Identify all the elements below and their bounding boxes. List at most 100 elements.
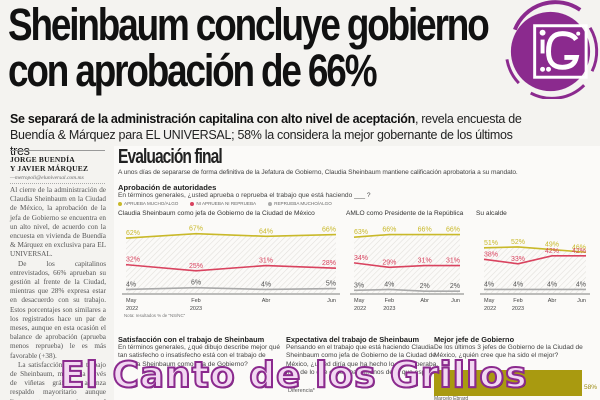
deck-bold: Se separará de la administración capital… [10, 112, 415, 126]
deck-rest: , revela encuesta de Buendía & Márquez p… [10, 112, 522, 158]
svg-text:Feb: Feb [385, 298, 394, 304]
svg-text:66%: 66% [418, 227, 432, 234]
chart-sheinbaum: Claudia Sheinbaum como jefa de Gobierno … [118, 210, 346, 313]
line-chart: 63% 66% 66% 66% 34% 29% 31% 31% 3% 4% 2% 2% May 2022 F… [350, 227, 464, 312]
graphic-subtitle: A unos días de separarse de forma defini… [118, 169, 518, 176]
legend-dot-icon [268, 201, 273, 206]
block-question: Pensando en el trabajo que está haciendo… [286, 344, 446, 377]
svg-text:2022: 2022 [354, 306, 366, 312]
legend-item: REPRUEBA MUCHO/ALGO [268, 201, 332, 206]
svg-text:42%: 42% [545, 248, 559, 255]
legend-label: NI APRUEBA NI REPRUEBA [196, 201, 257, 206]
svg-text:29%: 29% [382, 259, 396, 266]
expectation-block: Expectativa del trabajo de Sheinbaum Pen… [286, 335, 451, 378]
headline-line-2: con aprobación de 66% [8, 45, 378, 96]
best-mayor-value: 58% [584, 384, 598, 391]
svg-text:67%: 67% [189, 226, 203, 233]
svg-text:2%: 2% [450, 283, 460, 290]
svg-text:4%: 4% [261, 281, 271, 288]
svg-text:28%: 28% [322, 260, 336, 267]
legend-label: APRUEBA MUCHO/ALGO [124, 201, 179, 206]
byline-author-1: JORGE BUENDÍA [10, 155, 75, 164]
byline-divider [10, 150, 105, 151]
svg-text:Jun: Jun [451, 298, 460, 304]
body-paragraph: La satisfacción con el trabajo de Sheinb… [10, 360, 106, 400]
svg-text:4%: 4% [576, 281, 586, 288]
watermark: El Canto de los Grillos [59, 354, 528, 397]
svg-text:64%: 64% [259, 228, 273, 235]
chart-title: AMLO como Presidente de la República [346, 210, 464, 217]
byline-email: —metropoli@eluniversal.com.mx [10, 175, 84, 181]
body-paragraph: De los capitalinos entrevistados, 66% ap… [10, 259, 106, 360]
svg-text:46%: 46% [572, 244, 586, 251]
legend-dot-icon [190, 201, 195, 206]
svg-text:May: May [484, 298, 495, 304]
svg-text:66%: 66% [446, 227, 460, 234]
line-chart: 51% 52% 49% 46% 38% 33% 42% 42% 4% 4% 4% 4% May 2022 F… [480, 239, 590, 312]
svg-text:3%: 3% [354, 282, 364, 289]
svg-text:51%: 51% [484, 240, 498, 247]
svg-text:2022: 2022 [126, 306, 138, 312]
section-title: Aprobación de autoridades [118, 183, 217, 192]
svg-text:Abr: Abr [548, 298, 557, 304]
best-mayor-name: Marcelo Ebrard [434, 396, 469, 400]
best-mayor-block: Mejor jefe de Gobierno De los últimos 3 … [434, 335, 599, 361]
headline-line-1: Sheinbaum concluye gobierno [8, 0, 490, 50]
svg-text:62%: 62% [126, 230, 140, 237]
svg-text:2%: 2% [420, 283, 430, 290]
svg-text:2022: 2022 [484, 306, 496, 312]
svg-text:4%: 4% [547, 281, 557, 288]
source-note: Nota: resultados % de "NS/NC" [124, 313, 186, 318]
svg-text:63%: 63% [354, 229, 368, 236]
svg-text:5%: 5% [326, 281, 336, 288]
svg-text:4%: 4% [513, 281, 523, 288]
byline: JORGE BUENDÍA Y JAVIER MÁRQUEZ [10, 155, 110, 173]
svg-text:Feb: Feb [513, 298, 522, 304]
svg-text:49%: 49% [545, 242, 559, 249]
svg-text:May: May [354, 298, 365, 304]
chart-amlo: AMLO como Presidente de la República 63%… [346, 210, 470, 313]
satisfaction-block: Satisfacción con el trabajo de Sheinbaum… [118, 335, 283, 369]
headline: Sheinbaum concluye gobierno con aprobaci… [8, 0, 490, 96]
svg-text:May: May [126, 298, 137, 304]
svg-text:66%: 66% [322, 227, 336, 234]
svg-text:66%: 66% [382, 227, 396, 234]
chart-alcalde: Su alcalde 51% 52% 49% 46% 38% 33% 42% 42% 4% 4% 4… [476, 210, 596, 313]
grillos-logo-icon [505, 0, 599, 99]
svg-text:4%: 4% [126, 281, 136, 288]
svg-text:Jun: Jun [327, 298, 336, 304]
difference-label: Diferencia* [288, 388, 315, 394]
graphic-title: Evaluación final [118, 146, 223, 168]
block-title: Satisfacción con el trabajo de Sheinbaum [118, 335, 265, 344]
svg-text:31%: 31% [259, 258, 273, 265]
block-title: Mejor jefe de Gobierno [434, 335, 515, 344]
legend-label: REPRUEBA MUCHO/ALGO [274, 201, 332, 206]
svg-text:Feb: Feb [191, 298, 200, 304]
chart-legend: APRUEBA MUCHO/ALGO NI APRUEBA NI REPRUEB… [118, 201, 332, 206]
svg-text:25%: 25% [189, 263, 203, 270]
block-question: En términos generales, ¿qué dibujo descr… [118, 344, 281, 368]
article-body: Al cierre de la administración de Claudi… [10, 186, 106, 400]
deck: Se separará de la administración capital… [10, 111, 530, 159]
svg-text:2023: 2023 [190, 306, 202, 312]
svg-text:2023: 2023 [512, 306, 524, 312]
svg-text:Abr: Abr [262, 298, 271, 304]
svg-text:42%: 42% [572, 248, 586, 255]
svg-text:4%: 4% [484, 281, 494, 288]
legend-item: APRUEBA MUCHO/ALGO [118, 201, 178, 206]
line-chart: 62% 67% 64% 66% 32% 25% 31% 28% 4% 6% 4% 5% May 2022 F… [122, 226, 340, 312]
svg-text:38%: 38% [484, 251, 498, 258]
email-divider [10, 183, 105, 184]
svg-text:34%: 34% [354, 255, 368, 262]
svg-text:31%: 31% [446, 258, 460, 265]
svg-text:6%: 6% [191, 280, 201, 287]
svg-text:4%: 4% [384, 281, 394, 288]
svg-text:33%: 33% [511, 256, 525, 263]
legend-dot-icon [118, 201, 122, 206]
svg-text:2023: 2023 [383, 306, 395, 312]
legend-item: NI APRUEBA NI REPRUEBA [190, 201, 256, 206]
infographic: Evaluación final A unos días de separars… [114, 146, 600, 400]
svg-text:31%: 31% [418, 258, 432, 265]
svg-text:52%: 52% [511, 239, 525, 246]
svg-text:Jun: Jun [577, 298, 586, 304]
